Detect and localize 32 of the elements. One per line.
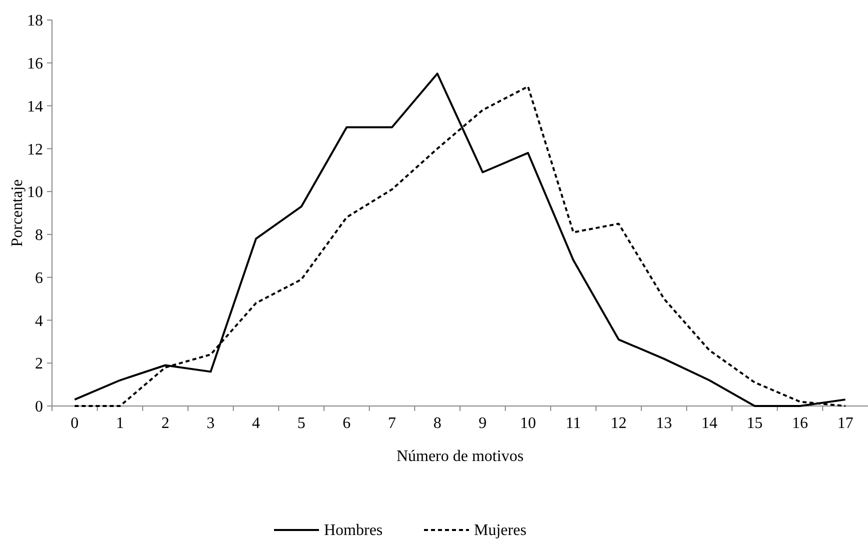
y-tick-label: 18: [27, 12, 43, 30]
x-tick-label: 8: [433, 415, 442, 432]
x-tick-label: 17: [837, 415, 854, 432]
y-axis-title: Porcentaje: [9, 179, 26, 247]
x-tick-label: 16: [792, 415, 808, 432]
legend-label: Hombres: [324, 522, 383, 539]
x-tick-label: 6: [342, 415, 351, 432]
y-tick-label: 2: [35, 356, 43, 373]
y-tick-label: 12: [27, 141, 43, 158]
y-tick-label: 16: [27, 55, 43, 72]
legend-label: Mujeres: [474, 522, 526, 539]
x-tick-label: 7: [388, 415, 396, 432]
x-tick-label: 4: [252, 415, 260, 432]
x-tick-label: 13: [656, 415, 672, 432]
x-tick-label: 0: [70, 415, 79, 432]
x-tick-label: 11: [566, 415, 582, 432]
x-tick-label: 5: [297, 415, 306, 432]
x-axis-title: Número de motivos: [396, 448, 524, 465]
x-tick-label: 12: [610, 415, 627, 432]
y-tick-label: 8: [35, 227, 43, 244]
x-tick-label: 3: [206, 415, 215, 432]
y-tick-label: 6: [35, 270, 43, 287]
x-tick-label: 9: [478, 415, 487, 432]
y-tick-label: 4: [35, 312, 43, 330]
x-tick-label: 2: [161, 415, 170, 432]
x-tick-label: 10: [520, 415, 536, 432]
y-tick-label: 0: [35, 398, 43, 416]
x-tick-label: 15: [746, 415, 763, 432]
x-tick-label: 14: [701, 415, 718, 432]
y-tick-label: 14: [27, 98, 43, 116]
y-tick-label: 10: [27, 184, 43, 202]
x-tick-label: 1: [116, 415, 124, 432]
